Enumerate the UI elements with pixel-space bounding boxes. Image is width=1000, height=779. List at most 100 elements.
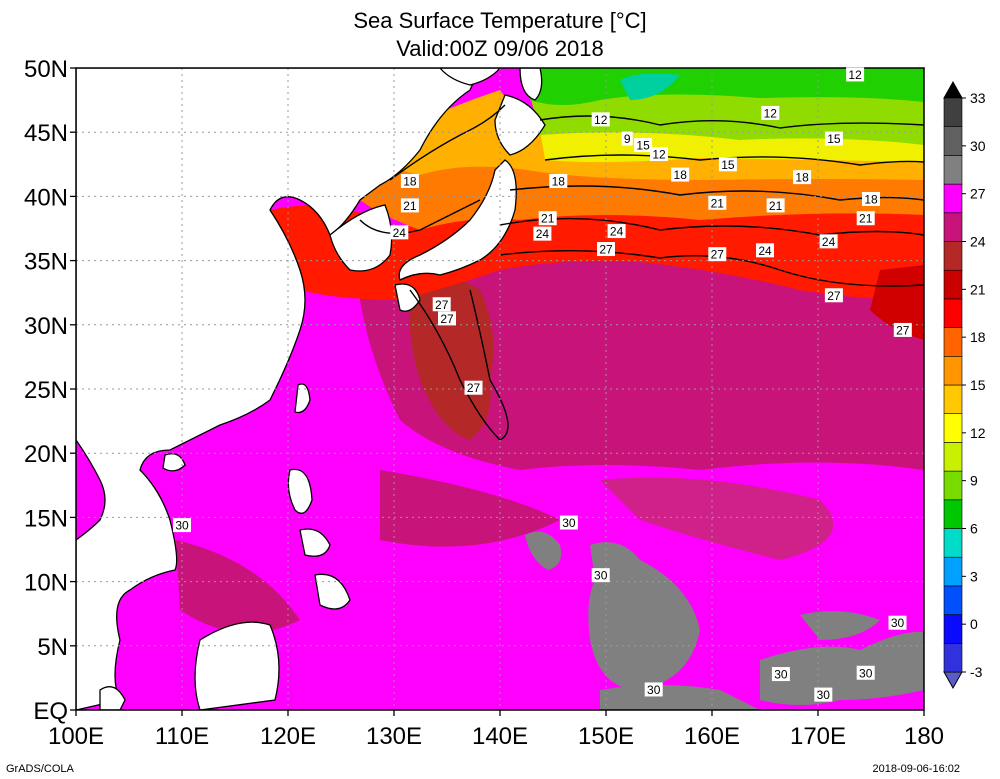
ocean-28c-patch [380,470,560,547]
colorbar-swatch [943,528,963,558]
contour-label: 27 [824,288,843,303]
colorbar-label: 24 [970,234,986,250]
lat-tick-label: 25N [24,377,68,404]
land-hainan [162,453,186,472]
colorbar-swatch [943,413,963,443]
contour-label: 18 [549,173,568,188]
colorbar-swatch [943,212,963,242]
colorbar-bottom-arrow [943,671,963,690]
colorbar-label: 21 [970,281,986,297]
land-kyushu [394,283,421,312]
axis-ticks: 100E 110E 120E 130E 140E 150E 160E 170E 180 EQ 5N 1… [24,56,944,750]
svg-text:27: 27 [467,381,481,395]
colorbar-swatch [943,442,963,472]
contour-24c [499,217,924,236]
lat-tick-label: 50N [24,56,68,83]
svg-text:12: 12 [594,113,608,127]
colorbar-label: 27 [970,186,986,202]
ocean-28c-patch [176,540,300,633]
svg-text:12: 12 [764,106,778,120]
colorbar-label: 12 [970,425,986,441]
land-malay [99,686,126,710]
colorbar-label: 3 [970,568,978,584]
land-korea [329,204,393,272]
svg-text:24: 24 [610,225,624,239]
svg-text:21: 21 [711,196,725,210]
land-taiwan [294,383,311,414]
contour-label: 24 [607,224,626,239]
svg-text:15: 15 [636,139,650,153]
land-luzon [287,468,313,514]
svg-text:27: 27 [827,289,841,303]
svg-text:27: 27 [435,298,449,312]
land-sakhalin [519,68,543,101]
colorbar-label: 0 [970,616,978,632]
contour-18c-japan-sea [389,104,506,181]
svg-text:30: 30 [562,516,576,530]
lat-tick-label: 15N [24,505,68,532]
svg-text:21: 21 [859,212,873,226]
footer-timestamp: 2018-09-06-16:02 [872,763,960,775]
contour-label: 27 [438,311,456,326]
lon-tick-label: 150E [578,723,634,750]
colorbar-swatch [943,614,963,644]
contour-label: 24 [819,234,838,249]
contour-label: 15 [824,131,843,146]
contour-label: 30 [559,515,578,530]
colorbar-label: 30 [970,138,986,154]
svg-text:15: 15 [721,158,735,172]
contour-label: 21 [538,211,557,226]
lat-tick-label: 35N [24,249,68,276]
sst-30c-area [760,631,924,705]
contour-lines [359,104,924,441]
svg-text:30: 30 [594,569,608,583]
lon-tick-label: 130E [366,723,422,750]
svg-text:21: 21 [541,212,555,226]
contour-label: 15 [634,138,653,153]
sst-30c-area [588,542,700,690]
contour-label: 30 [644,682,663,697]
svg-text:30: 30 [859,666,873,680]
svg-text:30: 30 [175,519,189,533]
colorbar-swatch [943,97,963,128]
svg-text:27: 27 [711,248,725,262]
ocean-cold-patch [620,73,680,100]
contour-label: 21 [766,198,785,213]
svg-text:15: 15 [827,132,841,146]
lon-tick-label: 140E [472,723,528,750]
svg-text:27: 27 [599,243,613,257]
colorbar-swatch [943,470,963,501]
svg-text:24: 24 [758,244,772,258]
land-borneo [194,621,280,710]
svg-text:27: 27 [440,312,454,326]
colorbar-label: 9 [970,473,978,489]
contour-label: 30 [771,667,790,682]
colorbar-swatch [943,327,963,357]
lat-tick-label: 40N [24,184,68,211]
colorbar-swatch [943,183,963,214]
lon-tick-label: 120E [260,723,316,750]
land-honshu [398,159,517,281]
lat-tick-label: 30N [24,313,68,340]
contour-label: 30 [814,687,833,702]
ocean-27c-patch [870,265,924,340]
contour-label: 18 [671,167,690,182]
svg-text:24: 24 [822,235,836,249]
contour-label: 24 [390,225,409,240]
svg-text:30: 30 [647,683,661,697]
lat-tick-label: 45N [24,120,68,147]
colorbar-swatch [943,126,963,156]
lat-tick-label: 20N [24,441,68,468]
contour-24c-japan-sea [359,199,481,235]
colorbar-swatch [943,642,963,673]
svg-text:21: 21 [769,199,783,213]
contour-label: 27 [708,247,727,262]
colorbar-swatch [943,155,963,185]
contour-label: 21 [708,195,727,210]
contour-label: 30 [173,518,191,533]
svg-text:9: 9 [624,132,631,146]
ocean-28c-band [360,253,924,470]
footer-credit: GrADS/COLA [6,763,74,775]
svg-text:24: 24 [393,226,407,240]
